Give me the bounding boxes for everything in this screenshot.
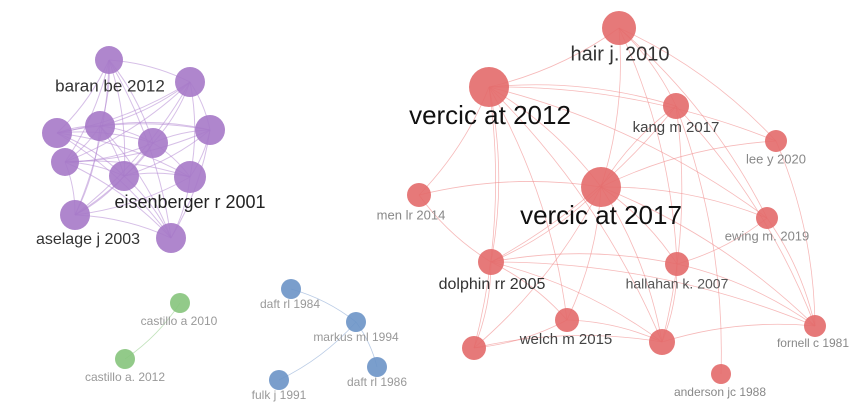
node: [85, 111, 115, 141]
node-label: vercic at 2017: [520, 200, 682, 230]
node: [469, 67, 509, 107]
edge: [675, 105, 816, 327]
node-label: welch m 2015: [519, 331, 613, 348]
edge: [488, 86, 777, 142]
edge: [600, 140, 777, 188]
node: [756, 207, 778, 229]
edge: [618, 27, 678, 265]
node: [95, 46, 123, 74]
node-label: men lr 2014: [377, 207, 446, 222]
edge: [488, 86, 768, 219]
edge: [676, 263, 816, 327]
edge: [56, 123, 211, 134]
edge: [490, 261, 663, 343]
edge: [675, 105, 722, 375]
edge: [418, 194, 492, 263]
node: [195, 115, 225, 145]
node: [51, 148, 79, 176]
node: [42, 118, 72, 148]
edge: [488, 86, 663, 343]
node-label: anderson jc 1988: [674, 385, 766, 399]
node-label: castillo a. 2012: [85, 370, 165, 384]
node: [462, 336, 486, 360]
edge: [488, 84, 677, 107]
edge: [74, 81, 191, 216]
edge: [473, 86, 497, 349]
node: [156, 223, 186, 253]
node-label: ewing m. 2019: [725, 228, 810, 243]
edge: [473, 186, 602, 349]
node: [367, 357, 387, 377]
edge: [661, 323, 816, 343]
edge: [490, 253, 678, 265]
node: [60, 200, 90, 230]
node: [115, 349, 135, 369]
edge: [488, 86, 568, 321]
node-label: eisenberger r 2001: [114, 192, 265, 212]
node: [109, 161, 139, 191]
edge: [766, 217, 816, 327]
edge: [473, 334, 663, 349]
node: [281, 279, 301, 299]
node: [478, 249, 504, 275]
edge: [64, 81, 191, 163]
node: [555, 308, 579, 332]
node: [602, 11, 636, 45]
edge: [490, 261, 816, 327]
nodes: [42, 11, 826, 390]
edge: [64, 59, 110, 163]
edge: [488, 86, 500, 263]
edge: [418, 181, 602, 196]
node: [175, 67, 205, 97]
node: [174, 161, 206, 193]
edge: [600, 186, 816, 327]
node: [804, 315, 826, 337]
node-label: kang m 2017: [633, 119, 720, 136]
node-label: hallahan k. 2007: [626, 276, 729, 292]
node-label: aselage j 2003: [36, 231, 140, 248]
node: [649, 329, 675, 355]
node-label: markus ml 1994: [313, 330, 399, 344]
node-label: lee y 2020: [746, 151, 806, 166]
edge: [775, 140, 816, 327]
node: [346, 312, 366, 332]
node: [138, 128, 168, 158]
node-label: fornell c 1981: [777, 336, 849, 350]
node: [765, 130, 787, 152]
edge: [600, 186, 768, 219]
labels: hair j. 2010 vercic at 2012 kang m 2017 lee…: [36, 43, 849, 402]
edges: [56, 27, 816, 381]
node: [170, 293, 190, 313]
node-label: dolphin rr 2005: [439, 276, 546, 293]
node: [581, 167, 621, 207]
node-label: castillo a 2010: [141, 314, 218, 328]
edge: [124, 302, 181, 360]
node-label: daft rl 1986: [347, 375, 407, 389]
edge: [661, 105, 683, 343]
node: [711, 364, 731, 384]
node-label: hair j. 2010: [571, 43, 670, 65]
node-label: fulk j 1991: [252, 388, 307, 402]
node: [407, 183, 431, 207]
edge: [618, 27, 777, 142]
node-label: vercic at 2012: [409, 100, 571, 130]
node: [269, 370, 289, 390]
node: [663, 93, 689, 119]
node-label: baran be 2012: [55, 76, 165, 95]
node: [665, 252, 689, 276]
node-label: daft rl 1984: [260, 297, 320, 311]
